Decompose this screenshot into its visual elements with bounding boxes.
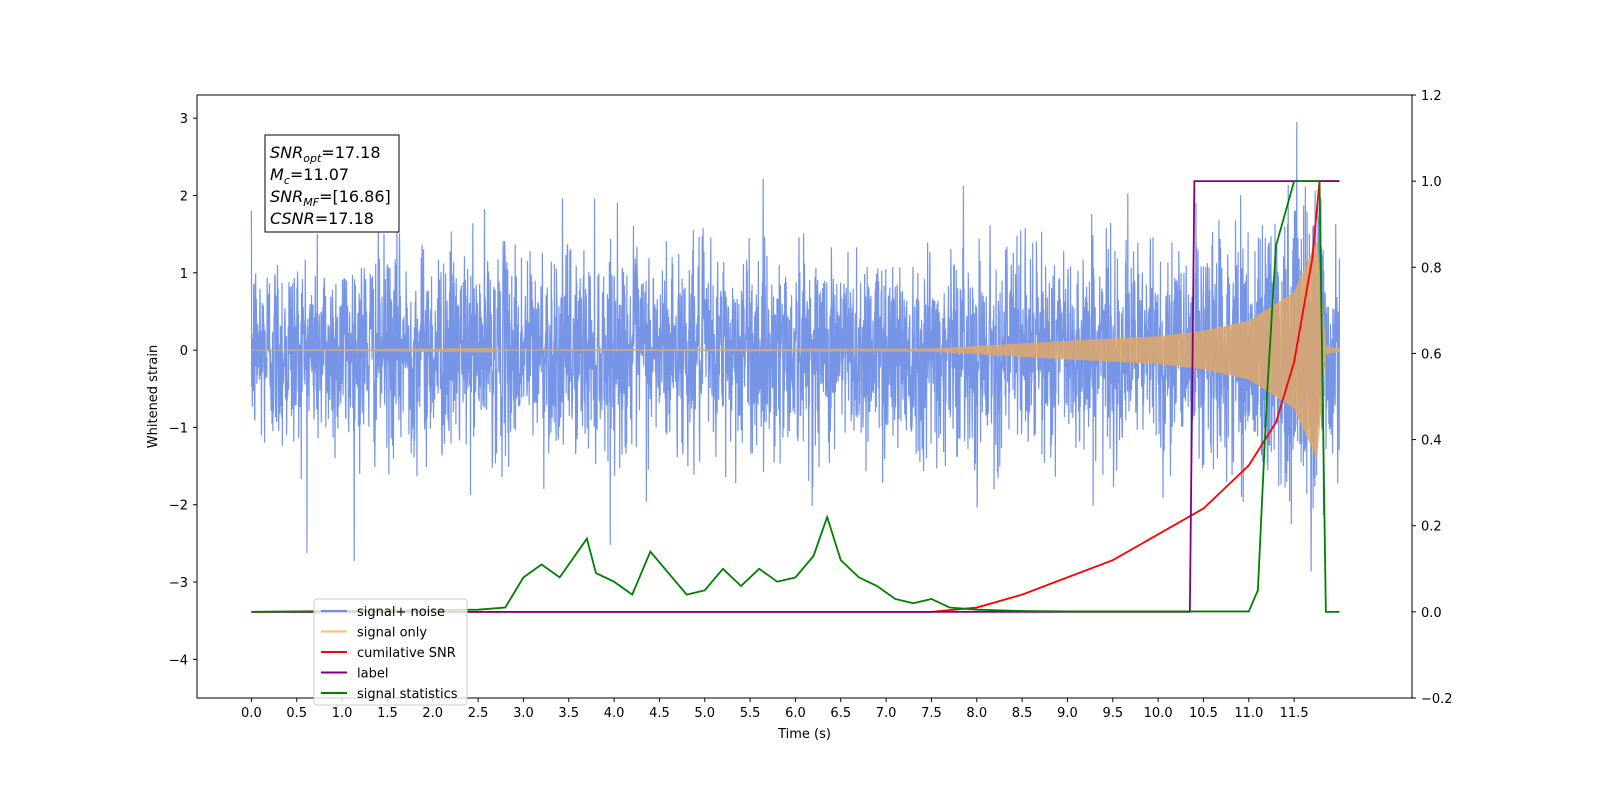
y-axis-left: 3 2 1 0 −1 −2 −3 −4 [169, 112, 197, 668]
y-axis-label: Whitened strain [146, 345, 161, 448]
x-tick-label: 8.0 [966, 706, 987, 721]
x-tick-label: 9.0 [1057, 706, 1078, 721]
legend-label: signal statistics [357, 687, 458, 702]
x-tick-label: 0.0 [241, 706, 262, 721]
y-right-tick-label: 1.2 [1421, 89, 1442, 104]
y-tick-label: 1 [180, 267, 188, 282]
legend-label: signal only [357, 626, 427, 641]
x-tick-label: 11.5 [1280, 706, 1309, 721]
x-axis-label: Time (s) [777, 727, 831, 742]
x-axis: 0.0 0.5 1.0 1.5 2.0 2.5 3.0 3.5 4.0 4.5 5.0 5.5 6.0 6… [241, 698, 1309, 721]
y-tick-label: 2 [180, 190, 188, 205]
cumulative-snr-line [251, 180, 1340, 613]
x-tick-label: 7.5 [921, 706, 942, 721]
legend-item: label [321, 667, 388, 682]
legend-label: label [357, 667, 388, 682]
x-tick-label: 5.0 [694, 706, 715, 721]
y-tick-label: −4 [169, 653, 188, 668]
y-right-tick-label: 0.4 [1421, 434, 1442, 449]
legend-item: signal only [321, 626, 427, 641]
y-tick-label: −2 [169, 499, 188, 514]
y-axis-right: 1.2 1.0 0.8 0.6 0.4 0.2 0.0 −0.2 [1412, 89, 1453, 707]
right-axis-series [251, 180, 1340, 613]
plot-area [250, 122, 1341, 613]
y-right-tick-label: −0.2 [1421, 692, 1453, 707]
x-tick-label: 10.0 [1144, 706, 1173, 721]
legend-frame [313, 598, 468, 706]
x-tick-label: 1.5 [377, 706, 398, 721]
y-right-tick-label: 0.6 [1421, 347, 1442, 362]
x-tick-label: 2.0 [422, 706, 443, 721]
signal-only-series [251, 242, 1341, 458]
x-tick-label: 9.5 [1102, 706, 1123, 721]
x-tick-label: 3.0 [513, 706, 534, 721]
y-tick-label: 3 [180, 112, 188, 127]
x-tick-label: 7.0 [876, 706, 897, 721]
y-right-tick-label: 1.0 [1421, 175, 1442, 190]
y-right-tick-label: 0.8 [1421, 261, 1442, 276]
legend-item: cumilative SNR [321, 646, 456, 661]
legend: signal+ noise signal only cumilative SNR la… [313, 598, 468, 706]
x-tick-label: 3.5 [558, 706, 579, 721]
x-tick-label: 2.5 [468, 706, 489, 721]
y-tick-label: 0 [180, 344, 188, 359]
x-tick-label: 11.0 [1234, 706, 1263, 721]
legend-item: signal statistics [321, 687, 458, 702]
x-tick-label: 1.0 [332, 706, 353, 721]
y-tick-label: −1 [169, 421, 188, 436]
y-tick-label: −3 [169, 576, 188, 591]
annotation-line: Mc=11.07 [270, 165, 349, 187]
legend-label: signal+ noise [357, 605, 445, 620]
annotation-box-frame [264, 134, 400, 233]
y-right-tick-label: 0.2 [1421, 520, 1442, 535]
plot-frame [196, 94, 1413, 699]
x-tick-label: 4.0 [604, 706, 625, 721]
legend-label: cumilative SNR [357, 646, 456, 661]
annotation-line: CSNR=17.18 [270, 209, 374, 228]
x-tick-label: 4.5 [649, 706, 670, 721]
signal-only-line [251, 242, 1341, 458]
signal-statistics-line [251, 180, 1340, 613]
x-tick-label: 8.5 [1012, 706, 1033, 721]
y-right-tick-label: 0.0 [1421, 606, 1442, 621]
x-tick-label: 10.5 [1189, 706, 1218, 721]
x-tick-label: 5.5 [740, 706, 761, 721]
snr-annotation-box: SNRopt=17.18Mc=11.07SNRMF=[16.86]CSNR=17… [264, 134, 400, 233]
annotation-line: SNRopt=17.18 [270, 143, 381, 165]
x-tick-label: 6.5 [830, 706, 851, 721]
x-tick-label: 6.0 [785, 706, 806, 721]
x-tick-label: 0.5 [286, 706, 307, 721]
legend-item: signal+ noise [321, 605, 445, 620]
annotation-line: SNRMF=[16.86] [270, 187, 391, 209]
